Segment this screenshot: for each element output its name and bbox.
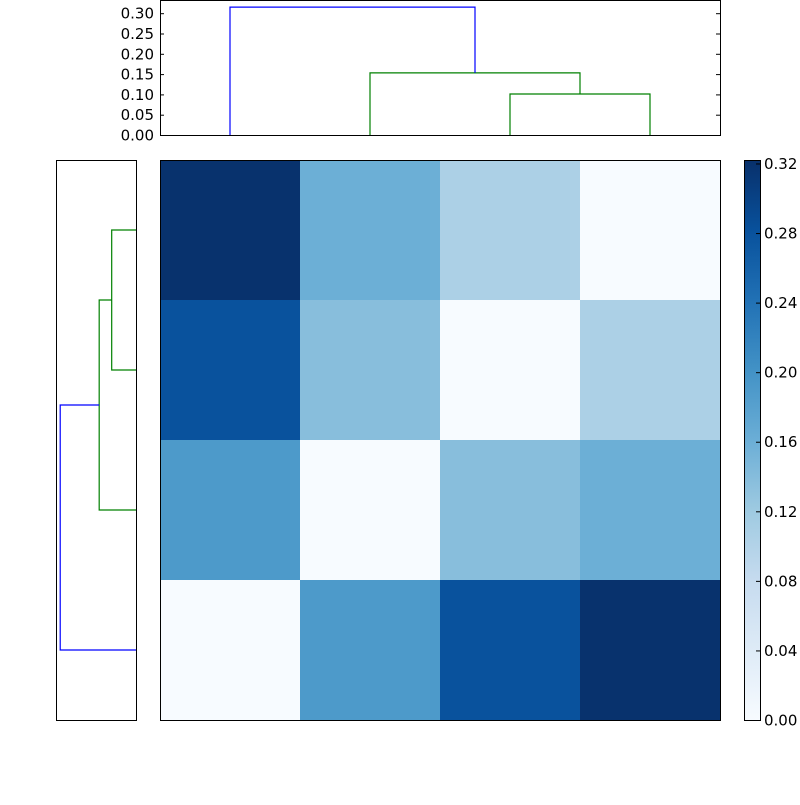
colorbar-bar (744, 160, 761, 721)
heatmap-cell (300, 160, 440, 300)
left-dendrogram (56, 160, 137, 721)
colorbar-tick-label: 0.24 (764, 294, 797, 312)
colorbar-tick-label: 0.12 (764, 503, 797, 521)
colorbar: 0.00 0.04 0.08 0.12 0.16 0.20 0.24 0.28 0.32 (744, 155, 797, 730)
axes-frame (160, 0, 721, 136)
dendrogram-link (509, 93, 651, 135)
dendrogram-link (59, 404, 136, 651)
heatmap-cell (580, 300, 720, 440)
y-tick-label: 0.00 (121, 127, 154, 145)
colorbar-tick-label: 0.00 (764, 712, 797, 730)
heatmap-cell (580, 160, 720, 300)
heatmap-cell (580, 580, 720, 720)
y-tick-label: 0.20 (121, 45, 154, 63)
colorbar-tick-label: 0.08 (764, 572, 797, 590)
axes-frame (56, 160, 137, 721)
top-dendrogram: 0.00 0.05 0.10 0.15 0.20 0.25 0.30 (121, 0, 721, 145)
heatmap-cell (440, 300, 580, 440)
heatmap (160, 160, 721, 721)
y-tick-label: 0.15 (121, 66, 154, 84)
heatmap-cell (580, 440, 720, 580)
colorbar-tick-label: 0.28 (764, 225, 797, 243)
heatmap-cell (300, 440, 440, 580)
colorbar-tick-label: 0.04 (764, 642, 797, 660)
heatmap-cell (440, 160, 580, 300)
colorbar-tick-label: 0.32 (764, 155, 797, 173)
heatmap-cell (440, 580, 580, 720)
dendrogram-link (111, 229, 136, 371)
axes-frame (160, 160, 721, 721)
heatmap-cell (160, 300, 300, 440)
y-tick-label: 0.30 (121, 5, 154, 23)
dendrogram-link (369, 72, 581, 135)
dendrogram-link (229, 6, 476, 135)
heatmap-cell (440, 440, 580, 580)
colorbar-tick-label: 0.20 (764, 364, 797, 382)
dendrogram-link (98, 299, 136, 511)
colorbar-tick-label: 0.16 (764, 433, 797, 451)
heatmap-cell (160, 440, 300, 580)
y-tick-label: 0.25 (121, 25, 154, 43)
heatmap-cell (300, 580, 440, 720)
y-tick-label: 0.05 (121, 106, 154, 124)
heatmap-cell (160, 160, 300, 300)
heatmap-cell (300, 300, 440, 440)
y-tick-label: 0.10 (121, 86, 154, 104)
heatmap-cell (160, 580, 300, 720)
